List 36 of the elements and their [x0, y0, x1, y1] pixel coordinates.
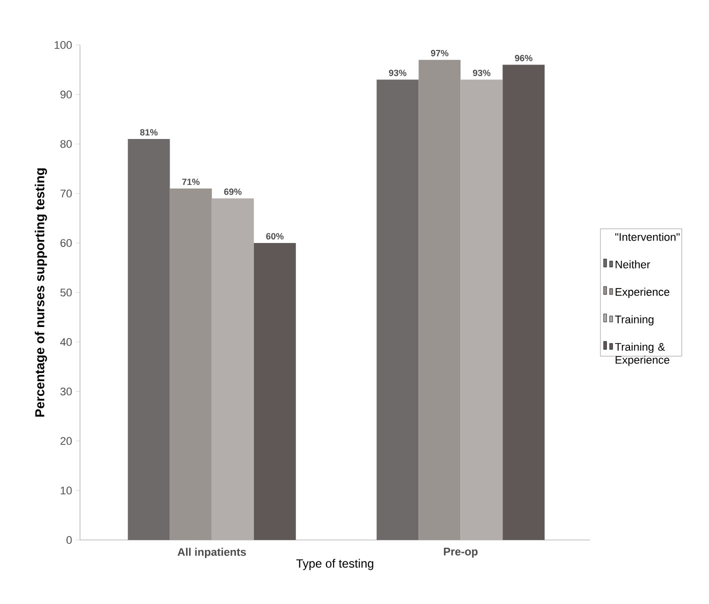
bar [170, 188, 212, 540]
bar [502, 64, 545, 540]
y-tick-label: 40 [60, 338, 72, 346]
x-axis-title: Type of testing [296, 558, 374, 570]
bar [212, 198, 254, 540]
legend-label: Experience [616, 288, 670, 298]
y-tick-label: 20 [60, 437, 72, 445]
data-label: 97% [430, 50, 448, 56]
data-label: 93% [388, 70, 406, 76]
y-tick-label: 80 [60, 140, 72, 148]
y-axis-title: Percentage of nurses supporting testing [34, 168, 47, 417]
bar [254, 242, 296, 540]
y-tick-label: 60 [60, 239, 72, 247]
bar [460, 80, 503, 540]
data-label: 69% [224, 188, 242, 195]
data-label: 71% [182, 178, 200, 185]
legend-label: Neither [616, 260, 650, 268]
y-tick-label: 100 [54, 41, 72, 49]
data-label: 81% [140, 129, 158, 136]
x-tick-label: Pre-op [444, 548, 478, 558]
bar [418, 60, 461, 540]
y-tick-label: 0 [66, 536, 72, 544]
legend-label: Training & Experience [615, 342, 670, 366]
legend-label: Training [615, 315, 654, 326]
data-label: 60% [266, 233, 284, 240]
y-tick-label: 70 [60, 190, 72, 198]
y-tick-label: 50 [60, 288, 72, 296]
y-tick-label: 30 [60, 388, 72, 396]
x-tick-label: All inpatients [178, 548, 246, 558]
data-label: 93% [472, 70, 490, 76]
legend-title: "Intervention" [615, 232, 680, 241]
y-tick-label: 10 [60, 486, 72, 494]
bar [128, 139, 170, 540]
data-label: 96% [514, 54, 532, 62]
y-tick-label: 90 [60, 90, 72, 98]
bar [376, 80, 419, 540]
